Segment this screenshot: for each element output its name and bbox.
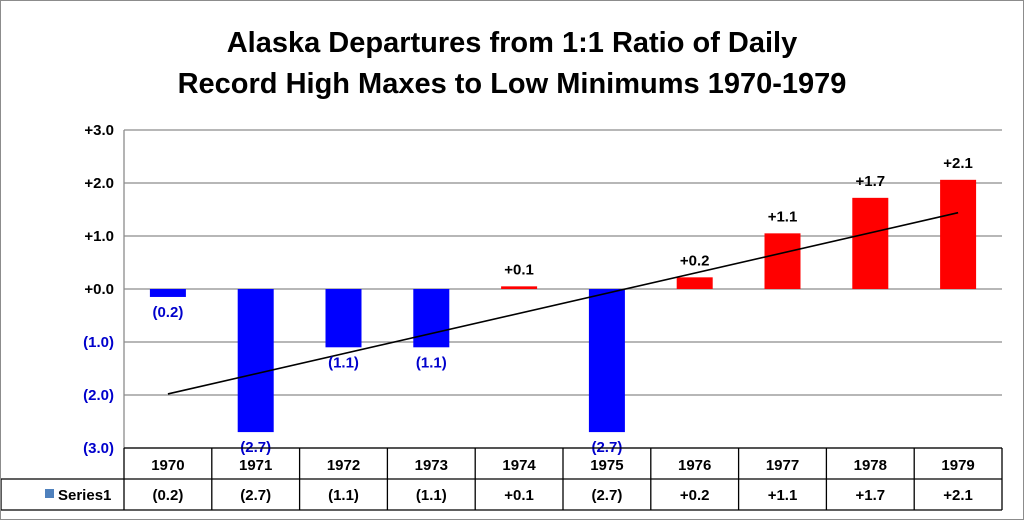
data-label-1976: +0.2 xyxy=(680,252,710,269)
bar-1972 xyxy=(325,289,362,348)
chart-title-line-1: Alaska Departures from 1:1 Ratio of Dail… xyxy=(227,27,798,59)
x-category-label: 1979 xyxy=(941,457,974,474)
x-category-label: 1977 xyxy=(766,457,799,474)
y-tick-label: (3.0) xyxy=(83,440,114,457)
trendline xyxy=(167,211,959,395)
data-labels: (0.2)(2.7)(1.1) (1.1)+0.1(2.7)+0.2+1.1+1.… xyxy=(152,155,972,456)
y-tick-label: +3.0 xyxy=(84,122,114,139)
bars xyxy=(149,179,977,433)
table-value-cell: +0.1 xyxy=(504,487,534,504)
table-value-cell: +2.1 xyxy=(943,487,973,504)
data-label-1977: +1.1 xyxy=(768,208,798,225)
x-category-label: 1972 xyxy=(327,457,360,474)
table-value-cell: +0.2 xyxy=(680,487,710,504)
data-label-1978: +1.7 xyxy=(855,173,885,190)
trendline-group xyxy=(167,211,959,395)
table-value-cell: (1.1) xyxy=(328,487,359,504)
data-label-1970: (0.2) xyxy=(152,304,183,321)
table-value-cell: (2.7) xyxy=(591,487,622,504)
legend-series-name: Series1 xyxy=(58,487,111,504)
bar-1975 xyxy=(588,289,625,433)
data-label-1972: (1.1) xyxy=(328,354,359,371)
bar-1970 xyxy=(149,289,186,297)
table-value-cell: (2.7) xyxy=(240,487,271,504)
y-tick-label: (2.0) xyxy=(83,387,114,404)
x-category-label: 1975 xyxy=(590,457,623,474)
legend-key-swatch xyxy=(45,489,54,498)
bar-1978 xyxy=(852,197,889,289)
x-category-label: 1970 xyxy=(151,457,184,474)
y-tick-label: +1.0 xyxy=(84,228,114,245)
bar-1971 xyxy=(237,289,274,433)
y-tick-label: +2.0 xyxy=(84,175,114,192)
x-category-label: 1978 xyxy=(854,457,887,474)
x-category-label: 1976 xyxy=(678,457,711,474)
bar-1976 xyxy=(676,277,713,289)
chart-title-line-2: Record High Maxes to Low Minimums 1970-1… xyxy=(178,68,847,100)
bar-1979 xyxy=(940,179,977,289)
table-value-cell: +1.7 xyxy=(855,487,885,504)
data-label-1973: (1.1) xyxy=(416,354,447,371)
table-value-cell: (1.1) xyxy=(416,487,447,504)
y-axis-ticks: +3.0 +2.0 +1.0 +0.0 (1.0) (2.0) (3.0) xyxy=(83,122,114,457)
table-value-cell: (0.2) xyxy=(152,487,183,504)
bar-1973 xyxy=(413,289,450,348)
x-category-label: 1971 xyxy=(239,457,272,474)
y-tick-label: (1.0) xyxy=(83,334,114,351)
x-category-label: 1974 xyxy=(502,457,536,474)
table-value-cell: +1.1 xyxy=(768,487,798,504)
data-label-1974: +0.1 xyxy=(504,261,534,278)
data-label-1979: +2.1 xyxy=(943,155,973,172)
bar-1974 xyxy=(501,286,538,289)
y-tick-label: +0.0 xyxy=(84,281,114,298)
x-category-label: 1973 xyxy=(415,457,448,474)
data-table: 1970 (0.2) 1971 (2.7) 1972 (1.1) 1973 (1.1) 1974… xyxy=(1,447,1003,511)
bar-1977 xyxy=(764,233,801,289)
